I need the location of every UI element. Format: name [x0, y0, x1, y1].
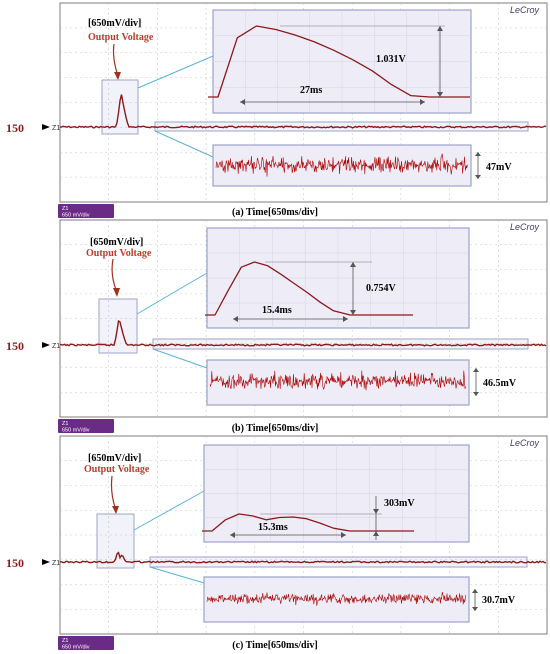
signal-label: Output Voltage [84, 464, 150, 475]
panel-caption: (c) Time[650ms/div] [232, 640, 317, 651]
status-zoom-label: Z1 [62, 638, 68, 644]
width-value: 15.3ms [258, 522, 288, 533]
lecroy-logo: LeCroy [510, 222, 540, 232]
width-value: 27ms [300, 85, 322, 96]
noise-value: 30.7mV [482, 595, 516, 606]
noise-value: 47mV [486, 162, 512, 173]
noise-trace [206, 591, 466, 606]
status-badge [58, 419, 114, 433]
zoom-box-pulse [101, 79, 139, 135]
pulse-inset: 0.754V 15.4ms [205, 227, 470, 329]
noise-inset: 47mV [212, 144, 512, 187]
status-zoom-label: Z1 [62, 421, 68, 427]
zoom-link-line [137, 55, 214, 89]
channel-marker-z1: Z1 [52, 560, 60, 567]
amplitude-value: 0.754V [366, 283, 397, 294]
annotation-arrowhead [112, 506, 119, 514]
channel-marker-z1: Z1 [52, 125, 60, 132]
channel-label-150: 150 [6, 339, 24, 353]
pulse-inset: 1.031V 27ms [208, 9, 472, 114]
division-label: [650mV/div] [88, 453, 141, 464]
status-badge [58, 204, 114, 218]
pulse-inset-trace [202, 513, 414, 532]
division-label: [650mV/div] [90, 237, 143, 248]
scope-panel-c: LeCroy [650mV/div] Output Voltage 150 Z1… [6, 435, 548, 651]
zoom-link-line [149, 566, 205, 584]
zoom-box-baseline [152, 338, 529, 350]
status-scale-label: 650 mV/div [62, 428, 90, 434]
zoom-link-line [154, 130, 214, 158]
zoom-link-line [152, 348, 208, 369]
main-trace [59, 319, 547, 347]
noise-inset: 46.5mV [206, 359, 517, 406]
channel-marker-arrow [42, 559, 50, 565]
noise-trace [209, 370, 466, 391]
noise-inset: 30.7mV [203, 576, 516, 623]
division-label: [650mV/div] [88, 18, 141, 29]
panel-caption: (b) Time[650ms/div] [232, 423, 319, 434]
amplitude-value: 1.031V [376, 54, 407, 65]
channel-label-150: 150 [6, 121, 24, 135]
scope-panel-b: LeCroy [650mV/div] Output Voltage 150 Z1… [6, 219, 548, 434]
width-value: 15.4ms [262, 305, 292, 316]
zoom-link-line [136, 272, 208, 315]
pulse-inset: 303mV 15.3ms [202, 444, 470, 543]
panel-caption: (a) Time[650ms/div] [232, 207, 318, 218]
pulse-inset-trace [208, 25, 470, 98]
pulse-inset-trace [205, 261, 413, 316]
noise-value: 46.5mV [483, 378, 517, 389]
main-trace [59, 551, 547, 564]
channel-marker-z1: Z1 [52, 343, 60, 350]
channel-marker-arrow [42, 342, 50, 348]
annotation-arrowhead [114, 72, 121, 80]
scope-panel-a: LeCroy [650mV/div] Output Voltage 150 Z1… [6, 2, 548, 219]
amplitude-value: 303mV [384, 498, 415, 509]
signal-label: Output Voltage [88, 32, 154, 43]
zoom-link-line [133, 490, 205, 531]
status-scale-label: 650 mV/div [62, 645, 90, 651]
annotation-arrowhead [113, 288, 120, 297]
lecroy-logo: LeCroy [510, 5, 540, 15]
noise-inset-frame [206, 359, 470, 406]
status-scale-label: 650 mV/div [62, 213, 90, 219]
main-trace [59, 94, 547, 129]
status-badge [58, 636, 114, 650]
channel-label-150: 150 [6, 556, 24, 570]
lecroy-logo: LeCroy [510, 438, 540, 448]
status-zoom-label: Z1 [62, 206, 68, 212]
channel-marker-arrow [42, 124, 50, 130]
signal-label: Output Voltage [86, 248, 152, 259]
noise-trace [215, 153, 468, 177]
